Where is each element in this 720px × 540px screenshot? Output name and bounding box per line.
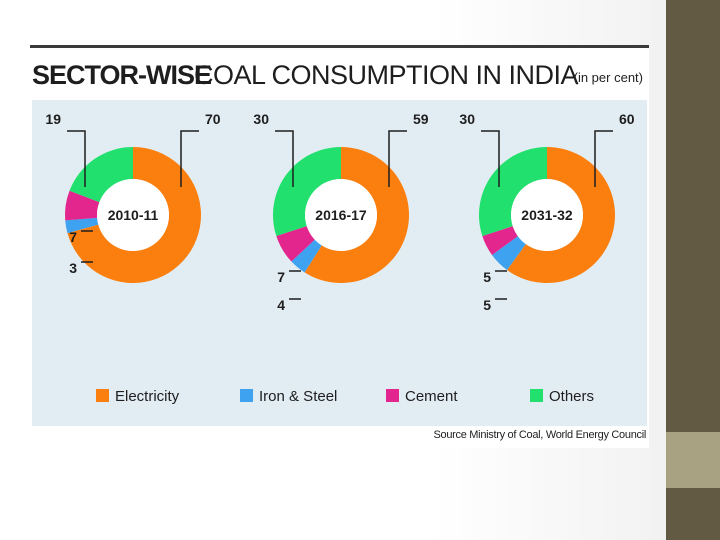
donut-2010-11: 2010-11 70 3 7 19 [45,111,221,283]
unit-note: (in per cent) [573,70,643,85]
value-label-electricity: 60 [619,111,635,127]
legend-label: Others [549,388,594,405]
value-label-others: 30 [459,111,475,127]
legend-item-iron-steel: Iron & Steel [240,388,337,405]
slide-sidebar-accent [666,432,720,488]
slice-electricity [507,147,616,283]
legend-item-cement: Cement [386,388,458,405]
value-label-cement: 7 [277,269,285,285]
slice-others [273,147,341,237]
legend-swatch [530,389,543,402]
legend-swatch [96,389,109,402]
leader-line-electricity [180,130,199,187]
slice-others [69,147,133,203]
chart-title: SECTOR-WISE COAL CONSUMPTION IN INDIA (i… [30,56,649,96]
legend-item-electricity: Electricity [96,388,180,405]
leader-line-others [481,130,500,187]
slice-cement [482,226,518,255]
value-label-others: 30 [253,111,269,127]
value-label-cement: 7 [69,229,77,245]
donut-hole [305,179,377,251]
donut-year-label: 2016-17 [315,207,367,223]
leader-line-others [67,130,86,187]
chart-title-bold: SECTOR-WISE [32,60,212,90]
value-label-iron-steel: 3 [69,260,77,276]
legend-swatch [386,389,399,402]
donut-charts-svg: 2010-11 70 3 7 19 2016-17 59 4 7 30 2031-32 60 5 5 30 E… [45,111,634,405]
slice-iron-steel [65,217,99,234]
value-label-iron-steel: 5 [483,297,491,313]
chart-title-rest: COAL CONSUMPTION IN INDIA [194,60,579,90]
legend-label: Iron & Steel [259,388,337,405]
value-label-electricity: 70 [205,111,221,127]
legend-swatch [240,389,253,402]
value-label-electricity: 59 [413,111,429,127]
legend-label: Cement [405,388,458,405]
value-label-cement: 5 [483,269,491,285]
leader-line-electricity [594,130,613,187]
donut-hole [511,179,583,251]
donut-year-label: 2031-32 [521,207,573,223]
leader-line-electricity [388,130,407,187]
donut-2016-17: 2016-17 59 4 7 30 [253,111,428,313]
slice-others [479,147,547,237]
donut-hole [97,179,169,251]
chart-figure: SECTOR-WISE COAL CONSUMPTION IN INDIA (i… [30,45,649,448]
slice-electricity [67,147,201,283]
chart-panel: 2010-11 70 3 7 19 2016-17 59 4 7 30 2031-32 60 5 5 30 E… [32,100,647,426]
leader-line-others [275,130,294,187]
donut-year-label: 2010-11 [108,207,159,223]
donut-2031-32: 2031-32 60 5 5 30 [459,111,634,313]
value-label-others: 19 [45,111,61,127]
slice-cement [276,226,315,262]
slice-electricity [304,147,409,283]
slice-cement [65,190,100,221]
legend-item-others: Others [530,388,594,405]
value-label-iron-steel: 4 [277,297,285,313]
legend-label: Electricity [115,388,180,405]
slice-iron-steel [291,239,322,273]
slice-iron-steel [491,236,526,271]
source-note: Source Ministry of Coal, World Energy Co… [433,429,647,441]
